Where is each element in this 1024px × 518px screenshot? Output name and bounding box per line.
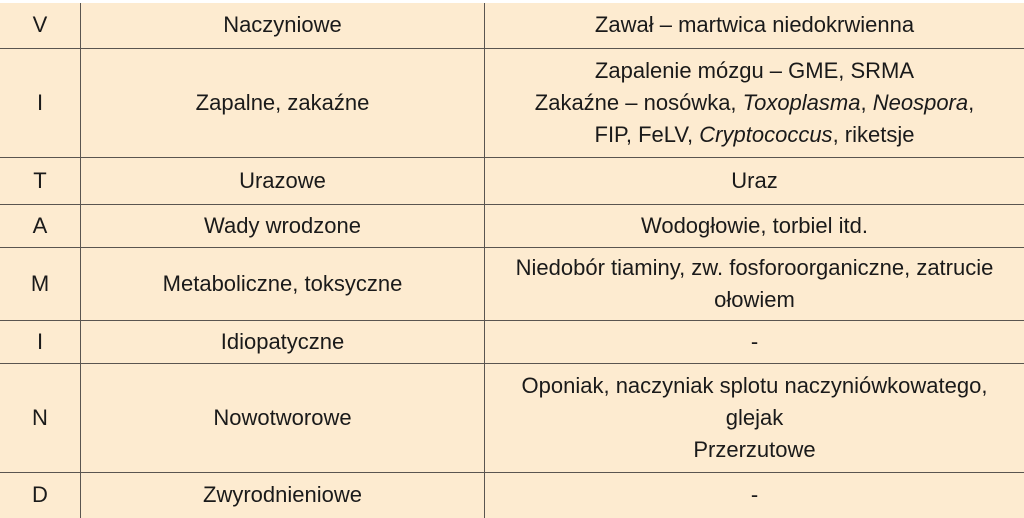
table-row: T Urazowe Uraz (0, 156, 1024, 205)
text-segment: Niedobór tiaminy, zw. fosforoorganiczne,… (515, 254, 994, 280)
description-line: Zapalenie mózgu – GME, SRMA (491, 55, 1018, 87)
italic-term: Toxoplasma (742, 89, 861, 115)
code-cell: V (0, 3, 81, 49)
description-line: glejak (491, 402, 1018, 434)
description-line: Uraz (491, 165, 1018, 197)
table-row: M Metaboliczne, toksyczne Niedobór tiaminy… (0, 246, 1024, 321)
description-cell: Zapalenie mózgu – GME, SRMA Zakaźne – nos… (484, 47, 1024, 158)
code-cell: M (0, 246, 81, 321)
category-cell: Naczyniowe (80, 3, 485, 49)
description-line: Oponiak, naczyniak splotu naczyniówkowat… (491, 370, 1018, 402)
description-cell: Niedobór tiaminy, zw. fosforoorganiczne,… (484, 246, 1024, 321)
italic-term: Cryptococcus (699, 121, 833, 147)
description-line: - (491, 326, 1018, 358)
description-line: - (491, 479, 1018, 511)
description-cell: Uraz (484, 156, 1024, 205)
code-cell: I (0, 319, 81, 364)
code-cell: I (0, 47, 81, 158)
category-cell: Zwyrodnieniowe (80, 471, 485, 518)
table-row: N Nowotworowe Oponiak, naczyniak splotu na… (0, 362, 1024, 473)
description-line: FIP, FeLV, Cryptococcus, riketsje (491, 119, 1018, 151)
description-line: Niedobór tiaminy, zw. fosforoorganiczne,… (491, 252, 1018, 284)
text-segment: Wodogłowie, torbiel itd. (640, 212, 869, 238)
text-segment: , (860, 89, 873, 115)
text-segment: , (968, 89, 975, 115)
description-cell: Oponiak, naczyniak splotu naczyniówkowat… (484, 362, 1024, 473)
description-cell: - (484, 471, 1024, 518)
text-segment: - (750, 328, 759, 354)
vitamin-d-table: V Naczyniowe Zawał – martwica niedokrwienn… (0, 3, 1024, 518)
table-row: I Idiopatyczne - (0, 319, 1024, 364)
code-cell: D (0, 471, 81, 518)
category-cell: Nowotworowe (80, 362, 485, 473)
code-cell: A (0, 203, 81, 248)
code-cell: N (0, 362, 81, 473)
category-cell: Metaboliczne, toksyczne (80, 246, 485, 321)
code-cell: T (0, 156, 81, 205)
text-segment: Uraz (731, 167, 778, 193)
table-row: V Naczyniowe Zawał – martwica niedokrwienn… (0, 3, 1024, 49)
text-segment: Przerzutowe (693, 436, 816, 462)
text-segment: - (750, 482, 759, 508)
text-segment: Zawał – martwica niedokrwienna (594, 12, 915, 38)
category-cell: Wady wrodzone (80, 203, 485, 248)
text-segment: , riketsje (832, 121, 915, 147)
description-line: Wodogłowie, torbiel itd. (491, 210, 1018, 242)
description-cell: - (484, 319, 1024, 364)
category-cell: Urazowe (80, 156, 485, 205)
description-cell: Zawał – martwica niedokrwienna (484, 3, 1024, 49)
text-segment: FIP, FeLV, (594, 121, 700, 147)
text-segment: glejak (725, 404, 784, 430)
description-cell: Wodogłowie, torbiel itd. (484, 203, 1024, 248)
category-cell: Zapalne, zakaźne (80, 47, 485, 158)
text-segment: Zapalenie mózgu – GME, SRMA (594, 57, 915, 83)
text-segment: Oponiak, naczyniak splotu naczyniówkowat… (521, 372, 988, 398)
table-row: I Zapalne, zakaźne Zapalenie mózgu – GME, … (0, 47, 1024, 158)
italic-term: Neospora (872, 89, 969, 115)
text-segment: Zakaźne – nosówka, (534, 89, 743, 115)
description-line: Zawał – martwica niedokrwienna (491, 9, 1018, 41)
description-line: Zakaźne – nosówka, Toxoplasma, Neospora, (491, 87, 1018, 119)
text-segment: ołowiem (714, 286, 795, 312)
description-line: ołowiem (491, 284, 1018, 316)
table-row: D Zwyrodnieniowe - (0, 471, 1024, 518)
table-row: A Wady wrodzone Wodogłowie, torbiel itd. (0, 203, 1024, 248)
description-line: Przerzutowe (491, 434, 1018, 466)
category-cell: Idiopatyczne (80, 319, 485, 364)
